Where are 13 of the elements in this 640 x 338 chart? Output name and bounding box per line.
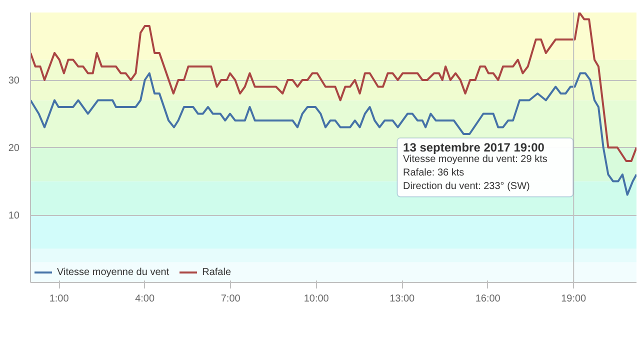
annotation: 13 septembre 2017 19:00 Vitesse moyenne du vent: 29 kts Rafale: 36 kts Direction du vent: 233° (SW) xyxy=(403,140,548,192)
y-tick-label: 10 xyxy=(8,210,20,222)
legend-label: Rafale xyxy=(202,266,232,278)
y-tick-label: 30 xyxy=(8,76,20,86)
x-tick-label: 1:00 xyxy=(49,294,70,304)
x-tick-label: 16:00 xyxy=(475,294,501,304)
x-tick-label: 4:00 xyxy=(135,294,156,304)
x-tick-label: 19:00 xyxy=(561,294,587,304)
x-tick-label: 7:00 xyxy=(220,294,241,304)
y-tick-label: 20 xyxy=(8,143,20,154)
legend-label: Vitesse moyenne du vent xyxy=(57,266,170,278)
x-tick-label: 13:00 xyxy=(390,294,416,304)
x-tick-label: 10:00 xyxy=(304,294,330,304)
